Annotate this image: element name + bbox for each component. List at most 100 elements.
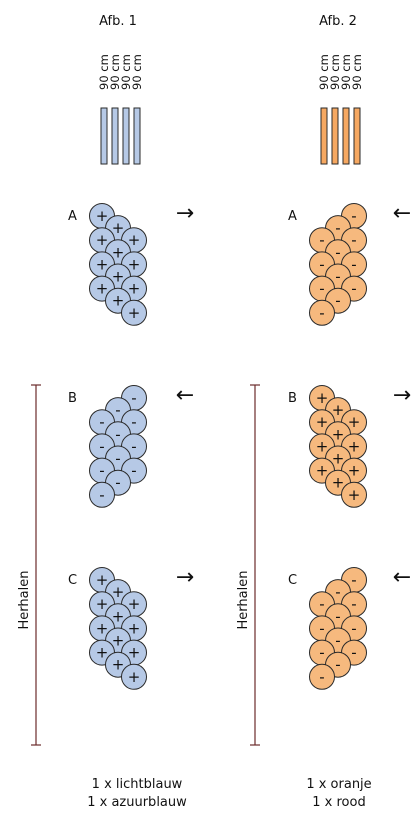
minus-sign: - [99, 413, 104, 431]
row-label: C [288, 573, 297, 588]
footer-figure-1: 1 x lichtblauw 1 x azuurblauw [57, 776, 217, 812]
plus-sign: + [128, 280, 141, 298]
plus-sign: + [112, 607, 125, 625]
minus-sign: - [335, 292, 340, 310]
minus-sign: - [319, 304, 324, 322]
footer-line: 1 x lichtblauw [91, 777, 183, 792]
minus-sign: - [115, 450, 120, 468]
minus-sign: - [319, 668, 324, 686]
strip-loop-circle [89, 481, 115, 508]
footer-figure-2: 1 x oranje 1 x rood [259, 776, 416, 812]
minus-sign: - [115, 474, 120, 492]
minus-sign: - [351, 595, 356, 613]
footer-line: 1 x azuurblauw [87, 795, 187, 810]
minus-sign: - [335, 583, 340, 601]
paper-strip [342, 107, 350, 165]
strip-loop-circle [121, 299, 147, 326]
minus-sign: - [351, 571, 356, 589]
plus-sign: + [128, 668, 141, 686]
plus-sign: + [112, 243, 125, 261]
paper-strip [122, 107, 130, 165]
plus-sign: + [332, 450, 345, 468]
plus-sign: + [96, 619, 109, 637]
minus-sign: - [319, 231, 324, 249]
right-arrow: → [176, 201, 194, 226]
plus-sign: + [112, 292, 125, 310]
paper-strip [353, 107, 361, 165]
minus-sign: - [115, 425, 120, 443]
minus-sign: - [131, 413, 136, 431]
minus-sign: - [351, 231, 356, 249]
minus-sign: - [335, 268, 340, 286]
row-label: C [68, 573, 77, 588]
plus-sign: + [348, 437, 361, 455]
minus-sign: - [131, 389, 136, 407]
paper-strip [133, 107, 141, 165]
paper-strip [111, 107, 119, 165]
strip-length-label: 90 cm [108, 54, 122, 90]
footer-line: 1 x oranje [306, 777, 372, 792]
strip-length-label: 90 cm [97, 54, 111, 90]
footer-line: 1 x rood [312, 795, 366, 810]
left-arrow: ← [393, 565, 411, 590]
strip-length-label: 90 cm [130, 54, 144, 90]
plus-sign: + [128, 595, 141, 613]
row-label: B [68, 391, 77, 406]
minus-sign: - [131, 462, 136, 480]
plus-sign: + [316, 413, 329, 431]
plus-sign: + [112, 632, 125, 650]
figure-title: Afb. 1 [99, 14, 137, 29]
plus-sign: + [348, 462, 361, 480]
plus-sign: + [112, 219, 125, 237]
plus-sign: + [128, 304, 141, 322]
plus-sign: + [96, 280, 109, 298]
plus-sign: + [128, 644, 141, 662]
minus-sign: - [99, 437, 104, 455]
minus-sign: - [335, 243, 340, 261]
repeat-label: Herhalen [17, 571, 32, 630]
minus-sign: - [335, 656, 340, 674]
strip-loop-circle [121, 663, 147, 690]
minus-sign: - [131, 437, 136, 455]
minus-sign: - [351, 280, 356, 298]
plus-sign: + [316, 437, 329, 455]
right-arrow: → [393, 383, 411, 408]
strip-length-label: 90 cm [350, 54, 364, 90]
plus-sign: + [316, 389, 329, 407]
strip-length-label: 90 cm [339, 54, 353, 90]
strip-loop-circle [309, 663, 335, 690]
strip-loop-circle [341, 481, 367, 508]
row-label: A [68, 209, 77, 224]
minus-sign: - [115, 401, 120, 419]
plus-sign: + [316, 462, 329, 480]
plus-sign: + [128, 231, 141, 249]
left-arrow: ← [393, 201, 411, 226]
plus-sign: + [96, 595, 109, 613]
plus-sign: + [96, 571, 109, 589]
row-label: A [288, 209, 297, 224]
plus-sign: + [348, 413, 361, 431]
plus-sign: + [96, 231, 109, 249]
plus-sign: + [112, 656, 125, 674]
strip-length-label: 90 cm [317, 54, 331, 90]
minus-sign: - [351, 619, 356, 637]
minus-sign: - [319, 280, 324, 298]
plus-sign: + [112, 268, 125, 286]
repeat-label: Herhalen [236, 571, 251, 630]
strip-length-label: 90 cm [119, 54, 133, 90]
plus-sign: + [96, 644, 109, 662]
strip-length-label: 90 cm [328, 54, 342, 90]
plus-sign: + [128, 255, 141, 273]
minus-sign: - [319, 619, 324, 637]
minus-sign: - [335, 219, 340, 237]
plus-sign: + [332, 425, 345, 443]
paper-strip [100, 107, 108, 165]
figure-title: Afb. 2 [319, 14, 357, 29]
plus-sign: + [128, 619, 141, 637]
minus-sign: - [99, 486, 104, 504]
plus-sign: + [112, 583, 125, 601]
minus-sign: - [335, 607, 340, 625]
plus-sign: + [96, 255, 109, 273]
